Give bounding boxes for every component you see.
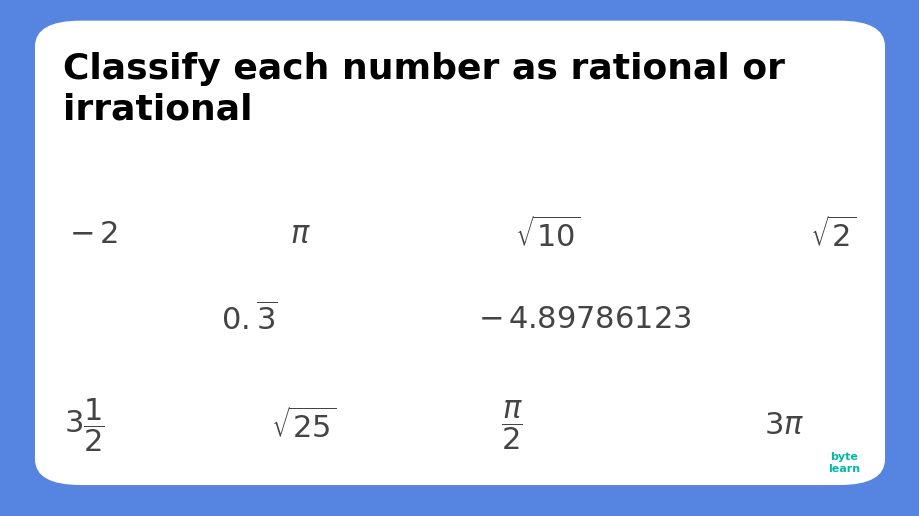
Text: $3\dfrac{1}{2}$: $3\dfrac{1}{2}$ xyxy=(64,397,105,455)
Text: Classify each number as rational or
irrational: Classify each number as rational or irra… xyxy=(62,52,784,126)
Text: $0.\overline{3}$: $0.\overline{3}$ xyxy=(221,303,277,337)
Text: $\pi$: $\pi$ xyxy=(289,220,311,249)
Text: $\sqrt{10}$: $\sqrt{10}$ xyxy=(515,217,580,253)
FancyBboxPatch shape xyxy=(35,21,884,485)
Text: $-\,2$: $-\,2$ xyxy=(69,220,118,249)
Text: $3\pi$: $3\pi$ xyxy=(763,411,803,440)
Text: $\sqrt{25}$: $\sqrt{25}$ xyxy=(271,408,336,444)
Text: $-\,4.89786123$: $-\,4.89786123$ xyxy=(478,305,691,334)
Text: byte
learn: byte learn xyxy=(828,452,859,474)
Text: $\dfrac{\pi}{2}$: $\dfrac{\pi}{2}$ xyxy=(501,399,523,453)
Text: $\sqrt{2}$: $\sqrt{2}$ xyxy=(809,217,855,253)
